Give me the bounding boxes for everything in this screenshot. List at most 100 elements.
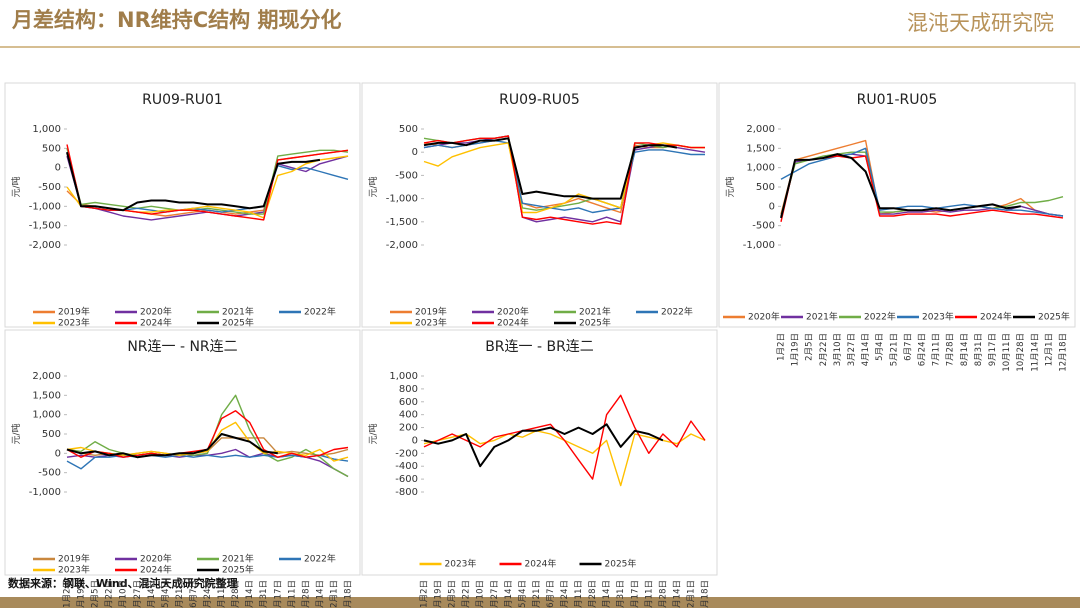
y-tick-label: -500 xyxy=(395,170,418,181)
legend-label: 2021年 xyxy=(222,306,254,318)
legend-label: 2023年 xyxy=(415,317,447,329)
y-tick-label: 2,000 xyxy=(32,371,61,382)
legend-label: 2020年 xyxy=(140,553,172,565)
legend-label: 2022年 xyxy=(661,306,693,318)
y-tick-label: -1,000 xyxy=(29,201,61,212)
y-tick-label: -200 xyxy=(395,448,418,459)
chart-panel xyxy=(718,82,1076,328)
x-tick-label: 5月21日 xyxy=(175,580,185,608)
legend-label: 2025年 xyxy=(579,317,611,329)
x-tick-label: 5月4日 xyxy=(875,333,885,361)
series-line xyxy=(66,394,349,478)
series-line xyxy=(780,147,1064,217)
x-tick-label: 3月27日 xyxy=(847,333,857,366)
legend-label: 2025年 xyxy=(222,317,254,329)
y-tick-label: 500 xyxy=(42,143,61,154)
y-tick-label: 1,000 xyxy=(32,410,61,421)
y-axis-label: 元/吨 xyxy=(367,423,379,444)
legend-label: 2023年 xyxy=(922,311,954,323)
legend-label: 2023年 xyxy=(58,317,90,329)
legend-label: 2019年 xyxy=(415,306,447,318)
chart-panel xyxy=(361,82,718,328)
x-tick-label: 10月28日 xyxy=(301,580,311,608)
y-tick-label: 1,500 xyxy=(32,390,61,401)
x-tick-label: 2月5日 xyxy=(805,333,815,361)
y-tick-label: -500 xyxy=(38,182,61,193)
series-line xyxy=(423,142,705,214)
x-tick-label: 12月18日 xyxy=(701,580,711,608)
y-tick-label: 500 xyxy=(42,429,61,440)
y-tick-label: -1,500 xyxy=(29,221,61,232)
x-tick-label: 5月4日 xyxy=(161,580,171,608)
x-tick-label: 5月4日 xyxy=(518,580,528,608)
y-tick-label: -2,000 xyxy=(386,240,418,251)
y-tick-label: 200 xyxy=(399,423,418,434)
x-tick-label: 2月22日 xyxy=(105,580,115,608)
legend-label: 2020年 xyxy=(140,306,172,318)
x-tick-label: 3月27日 xyxy=(133,580,143,608)
x-tick-label: 8月14日 xyxy=(245,580,255,608)
series-line xyxy=(66,151,321,212)
series-line xyxy=(66,148,349,215)
y-tick-label: -1,000 xyxy=(29,487,61,498)
x-tick-label: 10月11日 xyxy=(287,580,297,608)
x-tick-label: 8月31日 xyxy=(616,580,626,608)
y-tick-label: -1,000 xyxy=(386,194,418,205)
x-tick-label: 6月24日 xyxy=(918,333,928,366)
x-tick-label: 6月7日 xyxy=(546,580,556,608)
x-tick-label: 12月1日 xyxy=(686,580,696,608)
legend-label: 2024年 xyxy=(497,317,529,329)
x-tick-label: 2月5日 xyxy=(91,580,101,608)
legend-label: 2022年 xyxy=(304,553,336,565)
y-tick-label: -500 xyxy=(752,221,775,232)
x-tick-label: 2月5日 xyxy=(448,580,458,608)
series-line xyxy=(423,137,678,200)
y-tick-label: 1,500 xyxy=(746,143,775,154)
y-tick-label: -1,500 xyxy=(386,217,418,228)
x-tick-label: 1月19日 xyxy=(77,580,87,608)
legend-label: 2023年 xyxy=(58,564,90,576)
y-tick-label: 500 xyxy=(399,124,418,135)
x-tick-label: 9月17日 xyxy=(988,333,998,366)
x-tick-label: 1月2日 xyxy=(63,580,73,608)
y-tick-label: 0 xyxy=(769,201,775,212)
y-tick-label: -600 xyxy=(395,474,418,485)
x-tick-label: 10月11日 xyxy=(644,580,654,608)
y-tick-label: 0 xyxy=(412,435,418,446)
x-tick-label: 11月14日 xyxy=(672,580,682,608)
x-tick-label: 8月31日 xyxy=(259,580,269,608)
x-tick-label: 3月10日 xyxy=(119,580,129,608)
slide-title: 月差结构：NR维持C结构 期现分化 xyxy=(11,8,341,32)
logo: 混沌天成研究院 xyxy=(907,11,1054,35)
legend-label: 2019年 xyxy=(58,306,90,318)
y-tick-label: 500 xyxy=(756,182,775,193)
x-tick-label: 1月19日 xyxy=(434,580,444,608)
y-tick-label: -2,000 xyxy=(29,240,61,251)
legend-label: 2019年 xyxy=(58,553,90,565)
x-tick-label: 10月11日 xyxy=(1002,333,1012,372)
x-tick-label: 10月28日 xyxy=(1016,333,1026,372)
x-tick-label: 7月11日 xyxy=(574,580,584,608)
legend-label: 2021年 xyxy=(222,553,254,565)
y-tick-label: 600 xyxy=(399,397,418,408)
x-tick-label: 9月17日 xyxy=(630,580,640,608)
x-tick-label: 11月14日 xyxy=(1030,333,1040,372)
legend-label: 2021年 xyxy=(579,306,611,318)
x-tick-label: 1月19日 xyxy=(791,333,801,366)
y-tick-label: -500 xyxy=(38,468,61,479)
legend-label: 2024年 xyxy=(140,317,172,329)
y-tick-label: 1,000 xyxy=(389,371,418,382)
x-tick-label: 12月18日 xyxy=(1059,333,1069,372)
legend-label: 2022年 xyxy=(864,311,896,323)
x-tick-label: 6月7日 xyxy=(189,580,199,608)
x-tick-label: 7月28日 xyxy=(231,580,241,608)
x-tick-label: 12月18日 xyxy=(344,580,354,608)
x-tick-label: 3月10日 xyxy=(833,333,843,366)
chart-title: BR连一 - BR连二 xyxy=(485,339,594,355)
y-tick-label: -1,000 xyxy=(743,240,775,251)
chart-title: RU09-RU01 xyxy=(142,92,223,108)
x-tick-label: 12月1日 xyxy=(1044,333,1054,366)
